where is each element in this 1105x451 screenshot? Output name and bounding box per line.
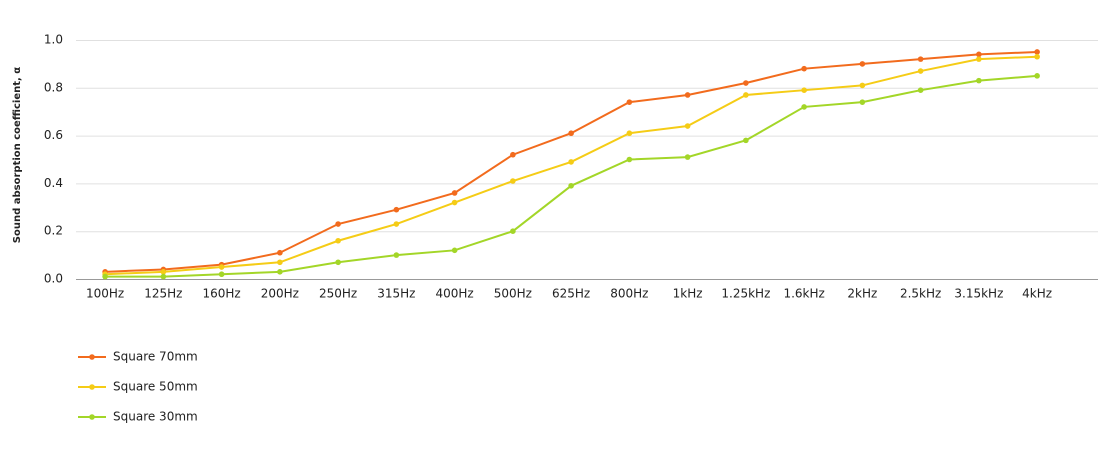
legend-label: Square 50mm bbox=[113, 380, 198, 394]
x-tick-label: 125Hz bbox=[144, 287, 182, 301]
data-point bbox=[451, 190, 458, 196]
x-tick-label: 2kHz bbox=[847, 287, 877, 301]
y-axis-label: Sound absorption coefficient, α bbox=[12, 67, 23, 243]
data-point bbox=[451, 199, 458, 206]
data-point bbox=[684, 92, 691, 98]
legend-marker bbox=[89, 354, 95, 360]
data-point bbox=[743, 80, 749, 86]
data-point bbox=[277, 249, 283, 256]
data-point bbox=[976, 77, 982, 84]
data-point bbox=[1034, 53, 1040, 60]
data-point bbox=[1034, 73, 1040, 79]
x-tick-label: 315Hz bbox=[377, 287, 415, 301]
data-point bbox=[335, 221, 341, 227]
data-point bbox=[626, 130, 633, 137]
data-point bbox=[684, 154, 691, 160]
data-point bbox=[393, 252, 400, 258]
series-line bbox=[105, 55, 1038, 276]
data-point bbox=[510, 228, 516, 234]
data-point bbox=[859, 82, 866, 89]
data-point bbox=[801, 87, 807, 93]
data-point bbox=[277, 269, 283, 275]
x-tick-label: 400Hz bbox=[436, 287, 474, 301]
x-tick-label: 1kHz bbox=[673, 287, 703, 301]
data-point bbox=[859, 99, 866, 105]
x-tick-label: 160Hz bbox=[203, 287, 241, 301]
legend-marker bbox=[89, 414, 95, 420]
data-point bbox=[510, 178, 516, 184]
data-point bbox=[626, 99, 633, 105]
data-point bbox=[160, 269, 167, 275]
legend-marker bbox=[89, 384, 95, 390]
data-point bbox=[743, 92, 749, 98]
series-line bbox=[105, 74, 1038, 278]
data-point bbox=[568, 130, 574, 137]
data-point bbox=[684, 123, 691, 129]
data-point bbox=[335, 259, 341, 266]
y-tick-label: 0.8 bbox=[44, 80, 63, 94]
data-point bbox=[976, 51, 982, 58]
legend-label: Square 30mm bbox=[113, 410, 198, 424]
data-point bbox=[510, 151, 516, 158]
data-point bbox=[568, 159, 574, 165]
y-tick-label: 0.0 bbox=[44, 272, 63, 286]
data-point bbox=[1034, 49, 1040, 55]
x-tick-label: 800Hz bbox=[610, 287, 648, 301]
data-point bbox=[801, 104, 807, 110]
x-tick-label: 500Hz bbox=[494, 287, 532, 301]
x-tick-label: 625Hz bbox=[552, 287, 590, 301]
x-tick-label: 2.5kHz bbox=[900, 287, 941, 301]
y-tick-label: 0.2 bbox=[44, 224, 63, 238]
data-point bbox=[917, 56, 924, 62]
y-tick-label: 1.0 bbox=[44, 33, 63, 47]
data-point bbox=[859, 61, 866, 67]
data-point bbox=[917, 87, 924, 93]
data-point bbox=[218, 264, 225, 270]
x-tick-label: 250Hz bbox=[319, 287, 357, 301]
x-tick-label: 200Hz bbox=[261, 287, 299, 301]
x-tick-label: 100Hz bbox=[86, 287, 124, 301]
x-tick-label: 3.15kHz bbox=[954, 287, 1003, 301]
data-point bbox=[626, 156, 633, 163]
data-point bbox=[335, 237, 341, 244]
legend-label: Square 70mm bbox=[113, 350, 198, 364]
x-tick-label: 1.25kHz bbox=[721, 287, 770, 301]
data-point bbox=[393, 206, 400, 213]
x-tick-label: 4kHz bbox=[1022, 287, 1052, 301]
x-tick-label: 1.6kHz bbox=[783, 287, 824, 301]
data-point bbox=[393, 221, 400, 227]
data-point bbox=[917, 68, 924, 74]
data-point bbox=[160, 273, 167, 280]
data-point bbox=[102, 273, 108, 280]
data-point bbox=[218, 271, 225, 278]
data-point bbox=[976, 56, 982, 62]
data-point bbox=[801, 65, 807, 72]
data-point bbox=[277, 259, 283, 266]
y-tick-label: 0.4 bbox=[44, 176, 63, 190]
data-point bbox=[451, 247, 458, 254]
data-point bbox=[568, 182, 574, 189]
data-point bbox=[743, 137, 749, 144]
y-tick-label: 0.6 bbox=[44, 128, 63, 142]
